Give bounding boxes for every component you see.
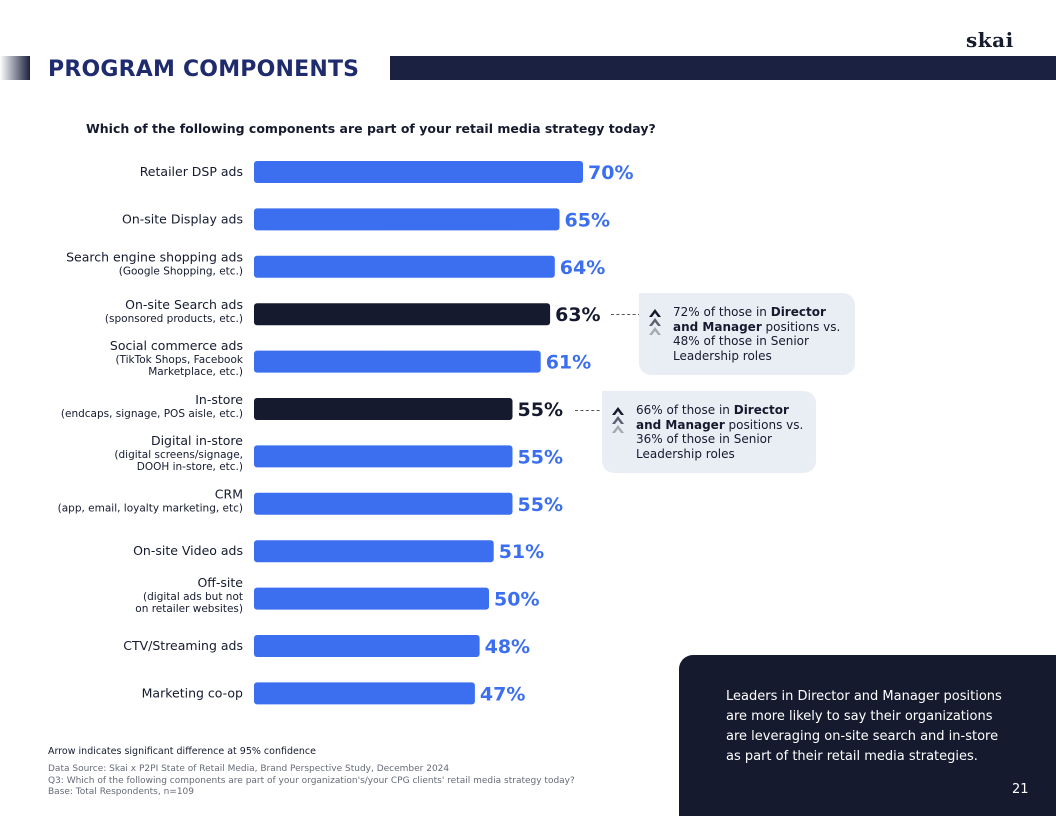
bar-8	[254, 540, 494, 563]
category-sublabel: (TikTok Shops, Facebook	[115, 354, 243, 366]
bar-0	[254, 161, 583, 183]
category-sublabel: (app, email, loyalty marketing, etc)	[58, 503, 243, 515]
chart-title: Which of the following components are pa…	[86, 121, 656, 136]
category-sublabel: (Google Shopping, etc.)	[119, 266, 243, 278]
bar-9	[254, 587, 489, 610]
category-sublabel: (digital screens/signage,	[114, 449, 243, 461]
bar-value-label: 50%	[494, 589, 539, 611]
callout-text: 66% of those in Director and Manager pos…	[636, 403, 804, 461]
header-accent-right	[390, 56, 1056, 80]
skai-logo: skai	[966, 28, 1014, 52]
bar-value-label: 48%	[485, 636, 530, 658]
bar-value-label: 63%	[555, 304, 600, 326]
bar-value-label: 55%	[518, 446, 563, 468]
category-label: Digital in-store	[151, 433, 243, 448]
category-label: CTV/Streaming ads	[123, 638, 243, 653]
category-label: Social commerce ads	[110, 338, 243, 353]
bar-4	[254, 350, 541, 373]
category-label: On-site Search ads	[125, 297, 243, 312]
category-sublabel: (sponsored products, etc.)	[105, 313, 243, 325]
bar-2	[254, 255, 555, 278]
category-label: Search engine shopping ads	[66, 250, 243, 265]
key-takeaway-text: Leaders in Director and Manager position…	[726, 689, 1002, 764]
bar-6	[254, 445, 513, 468]
callout-text: 72% of those in Director and Manager pos…	[673, 305, 841, 363]
bar-5	[254, 398, 513, 420]
category-sublabel: on retailer websites)	[135, 603, 243, 615]
bar-value-label: 61%	[546, 352, 591, 374]
bar-value-label: 55%	[518, 399, 563, 421]
bar-value-label: 51%	[499, 541, 544, 563]
key-takeaway-panel: Leaders in Director and Manager position…	[679, 655, 1056, 816]
callout-onsite-search: 72% of those in Director and Manager pos…	[639, 293, 855, 375]
bar-value-label: 47%	[480, 683, 525, 705]
source-line: Base: Total Respondents, n=109	[48, 787, 195, 797]
category-label: Retailer DSP ads	[140, 164, 243, 179]
arrow-footnote: Arrow indicates significant difference a…	[48, 746, 316, 757]
source-line: Q3: Which of the following components ar…	[48, 775, 575, 786]
category-label: On-site Display ads	[122, 211, 243, 226]
source-line: Data Source: Skai x P2PI State of Retail…	[48, 764, 450, 774]
significance-up-arrows-icon	[649, 309, 661, 335]
category-sublabel: DOOH in-store, etc.)	[137, 461, 243, 473]
bar-chart: 70% Retailer DSP ads 65% On-site Display ad…	[58, 161, 633, 705]
bar-10	[254, 635, 480, 657]
bar-value-label: 70%	[588, 162, 633, 184]
page-number: 21	[1012, 782, 1029, 797]
significance-up-arrows-icon	[612, 407, 624, 433]
callout-connector-1	[611, 314, 641, 315]
bar-3	[254, 303, 551, 326]
bar-value-label: 65%	[565, 209, 610, 231]
source-notes: Data Source: Skai x P2PI State of Retail…	[48, 764, 575, 799]
category-sublabel: (endcaps, signage, POS aisle, etc.)	[61, 408, 243, 420]
bar-value-label: 64%	[560, 257, 605, 279]
bar-11	[254, 682, 475, 705]
category-sublabel: (digital ads but not	[143, 591, 243, 603]
page-title: PROGRAM COMPONENTS	[48, 57, 360, 82]
category-label: In-store	[195, 392, 243, 407]
category-label: On-site Video ads	[133, 543, 243, 558]
category-sublabel: Marketplace, etc.)	[148, 366, 243, 378]
callout-in-store: 66% of those in Director and Manager pos…	[602, 391, 816, 473]
category-label: Marketing co-op	[142, 685, 243, 700]
category-label: CRM	[215, 487, 243, 502]
category-label: Off-site	[197, 575, 243, 590]
callout-connector-2	[575, 410, 605, 411]
header-accent-left	[0, 56, 30, 80]
bar-7	[254, 492, 513, 515]
bar-1	[254, 208, 560, 231]
bar-value-label: 55%	[518, 494, 563, 516]
